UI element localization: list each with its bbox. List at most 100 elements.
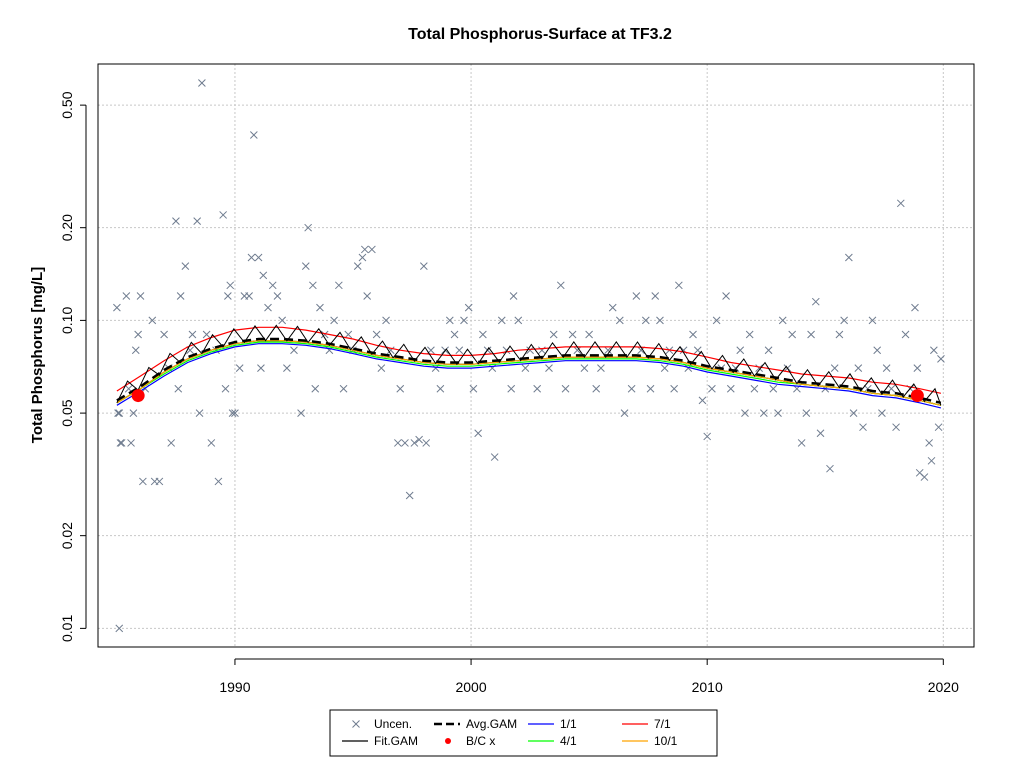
point-stroke [479, 330, 487, 339]
legend: Uncen. Avg.GAM 1/1 7/1 Fit.GAM B/C x 4/1 10/1 [329, 709, 718, 757]
uncensored-point [835, 330, 844, 339]
uncensored-point [479, 330, 487, 339]
uncensored-point [651, 292, 660, 300]
point-stroke [358, 253, 367, 262]
uncensored-point [878, 409, 886, 417]
uncensored-point [259, 271, 268, 280]
uncensored-point [901, 330, 910, 339]
uncensored-point [882, 364, 891, 372]
plot-border [97, 63, 975, 648]
point-stroke [247, 253, 256, 262]
point-stroke [405, 491, 414, 500]
uncensored-point [526, 346, 534, 355]
point-stroke [382, 316, 390, 325]
uncensored-point [214, 477, 223, 486]
uncensored-point [257, 364, 265, 372]
point-stroke [198, 79, 206, 87]
point-stroke [136, 292, 145, 300]
uncensored-point [764, 346, 773, 355]
series-avg-gam [116, 337, 942, 405]
uncensored-point [604, 346, 612, 355]
point-stroke [830, 364, 839, 372]
point-stroke [410, 439, 419, 447]
uncensored-point [859, 423, 867, 432]
uncensored-point [937, 355, 945, 363]
point-stroke [148, 316, 157, 325]
point-stroke [377, 364, 386, 372]
uncensored-point [538, 346, 546, 355]
point-stroke [549, 330, 558, 339]
point-stroke [283, 364, 291, 372]
legend-box [329, 709, 718, 757]
uncensored-point [509, 292, 518, 300]
point-stroke [580, 364, 589, 372]
point-stroke [892, 423, 900, 432]
point-stroke [193, 217, 202, 226]
legend-label: 7/1 [654, 717, 671, 731]
bc-point [910, 389, 924, 403]
uncensored-point [176, 292, 185, 300]
uncensored-point [592, 384, 601, 393]
legend-label: B/C x [466, 734, 495, 748]
uncensored-point [769, 384, 778, 393]
point-stroke [455, 346, 464, 355]
point-stroke [188, 330, 197, 339]
point-stroke [174, 384, 183, 393]
legend-label: Uncen. [374, 717, 412, 731]
point-stroke [911, 303, 919, 312]
legend-item-4-1: 4/1 [528, 734, 577, 748]
point-stroke [882, 364, 891, 372]
uncensored-point [155, 477, 164, 486]
uncensored-point [807, 330, 815, 339]
point-stroke [788, 330, 797, 339]
uncensored-point [568, 330, 577, 339]
point-stroke [297, 409, 305, 417]
point-stroke [415, 435, 423, 444]
point-stroke [228, 409, 237, 417]
point-stroke [235, 364, 244, 372]
uncensored-point [304, 223, 312, 232]
uncensored-point [228, 409, 237, 417]
point-stroke [460, 316, 468, 325]
uncensored-point [309, 281, 317, 290]
uncensored-point [231, 409, 239, 417]
point-stroke [155, 477, 164, 486]
point-stroke [290, 346, 298, 355]
uncensored-point [750, 384, 759, 393]
uncensored-point [627, 384, 636, 393]
legend-item-fit-gam: Fit.GAM [342, 734, 418, 748]
uncensored-point [712, 316, 721, 325]
uncensored-point [254, 253, 263, 262]
uncensored-point [469, 384, 478, 393]
point-stroke [632, 292, 641, 300]
point-stroke [568, 330, 577, 339]
uncensored-point [585, 330, 593, 339]
point-stroke [344, 330, 353, 339]
uncensored-point [273, 292, 282, 300]
point-stroke [835, 330, 844, 339]
uncensored-point [674, 281, 683, 290]
grid [98, 64, 974, 647]
uncensored-point [181, 262, 190, 271]
point-stroke [915, 468, 924, 477]
point-stroke [901, 330, 910, 339]
point-stroke [124, 384, 133, 393]
point-stroke [689, 330, 697, 339]
uncensored-point [122, 292, 131, 300]
legend-item-b-c-x: B/C x [445, 734, 495, 748]
point-stroke [129, 409, 138, 417]
uncensored-point [620, 409, 629, 417]
uncensored-point [115, 624, 124, 633]
point-stroke [360, 245, 369, 254]
point-stroke [363, 292, 372, 300]
legend-label: Fit.GAM [374, 734, 418, 748]
uncensored-point [521, 364, 530, 372]
point-stroke [320, 330, 329, 339]
uncensored-point [868, 316, 877, 325]
point-stroke [245, 292, 253, 300]
point-stroke [509, 292, 518, 300]
uncensored-point [464, 303, 473, 312]
point-stroke [464, 303, 473, 312]
point-stroke [113, 303, 121, 312]
point-stroke [811, 297, 820, 306]
